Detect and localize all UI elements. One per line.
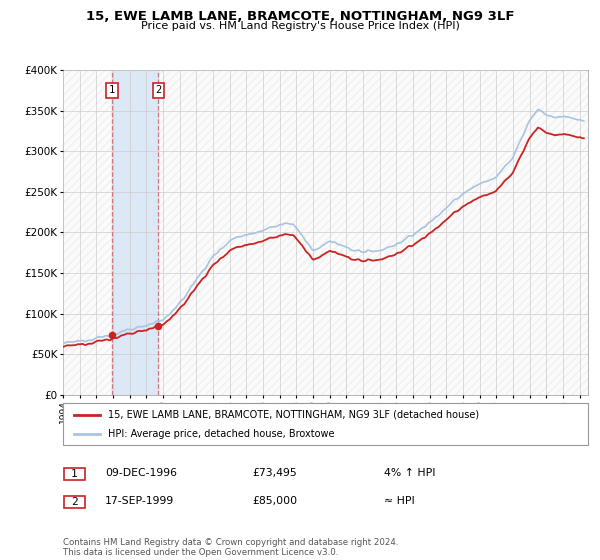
Text: 4% ↑ HPI: 4% ↑ HPI — [384, 468, 436, 478]
Text: £73,495: £73,495 — [252, 468, 297, 478]
FancyBboxPatch shape — [63, 403, 588, 445]
Text: 15, EWE LAMB LANE, BRAMCOTE, NOTTINGHAM, NG9 3LF (detached house): 15, EWE LAMB LANE, BRAMCOTE, NOTTINGHAM,… — [107, 409, 479, 419]
Text: Price paid vs. HM Land Registry's House Price Index (HPI): Price paid vs. HM Land Registry's House … — [140, 21, 460, 31]
FancyBboxPatch shape — [64, 496, 85, 508]
Bar — [112, 70, 158, 395]
Text: HPI: Average price, detached house, Broxtowe: HPI: Average price, detached house, Brox… — [107, 429, 334, 439]
Text: 17-SEP-1999: 17-SEP-1999 — [105, 496, 174, 506]
Text: 1: 1 — [109, 85, 115, 95]
Text: 1: 1 — [71, 469, 78, 479]
Text: 09-DEC-1996: 09-DEC-1996 — [105, 468, 177, 478]
Text: £85,000: £85,000 — [252, 496, 297, 506]
Text: Contains HM Land Registry data © Crown copyright and database right 2024.
This d: Contains HM Land Registry data © Crown c… — [63, 538, 398, 557]
Text: 15, EWE LAMB LANE, BRAMCOTE, NOTTINGHAM, NG9 3LF: 15, EWE LAMB LANE, BRAMCOTE, NOTTINGHAM,… — [86, 10, 514, 23]
Text: 2: 2 — [71, 497, 78, 507]
FancyBboxPatch shape — [64, 468, 85, 480]
Text: 2: 2 — [155, 85, 161, 95]
Text: ≈ HPI: ≈ HPI — [384, 496, 415, 506]
